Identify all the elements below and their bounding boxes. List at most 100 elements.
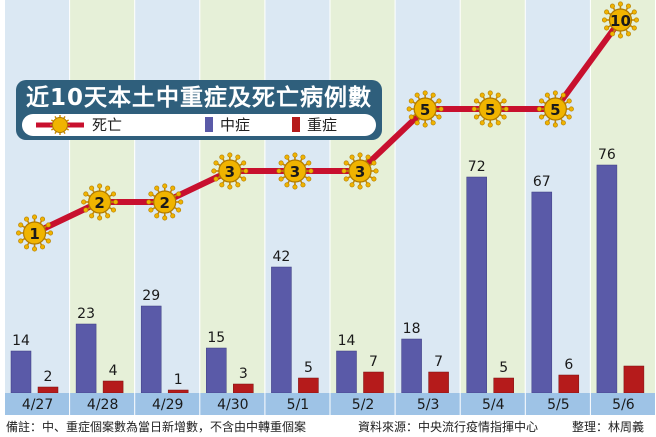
bar-moderate-value-label: 14 bbox=[338, 333, 356, 349]
virus-spike-tip bbox=[609, 31, 615, 37]
virus-spike-tip bbox=[414, 120, 420, 126]
x-axis-cell bbox=[460, 393, 525, 415]
bar-severe bbox=[493, 377, 514, 394]
bar-moderate bbox=[271, 266, 292, 394]
legend-label-severe: 重症 bbox=[307, 116, 338, 134]
bar-severe bbox=[37, 386, 59, 394]
virus-spike-tip bbox=[32, 214, 38, 220]
virus-spike-tip bbox=[552, 90, 558, 96]
virus-spike-tip bbox=[341, 168, 347, 174]
bar-moderate bbox=[336, 350, 357, 394]
virus-spike-tip bbox=[487, 122, 493, 128]
virus-spike-tip bbox=[601, 17, 607, 23]
virus-spike-tip bbox=[300, 154, 306, 160]
bar-moderate-value-label: 23 bbox=[77, 306, 95, 322]
virus-spike-tip bbox=[349, 182, 355, 188]
x-tick-label: 5/6 bbox=[612, 397, 635, 413]
virus-spike-tip bbox=[436, 98, 442, 104]
virus-spike-tip bbox=[306, 160, 312, 166]
coronavirus-icon: 3 bbox=[211, 152, 249, 190]
virus-spike-tip bbox=[430, 92, 436, 98]
bar-severe-value-label: 2 bbox=[44, 369, 53, 385]
virus-spike-tip bbox=[408, 114, 414, 120]
bar-severe bbox=[428, 371, 449, 394]
virus-spike-tip bbox=[349, 154, 355, 160]
virus-spike-tip bbox=[566, 98, 572, 104]
coronavirus-icon: 2 bbox=[81, 183, 119, 221]
death-value-label: 3 bbox=[225, 163, 235, 181]
coronavirus-icon: 3 bbox=[341, 152, 379, 190]
column-background bbox=[330, 0, 395, 393]
virus-spike-tip bbox=[357, 184, 363, 190]
virus-spike-tip bbox=[560, 120, 566, 126]
virus-spike-tip bbox=[343, 176, 349, 182]
virus-spike-tip bbox=[105, 185, 111, 191]
x-tick-label: 5/3 bbox=[417, 397, 440, 413]
virus-spike-tip bbox=[300, 182, 306, 188]
virus-spike-tip bbox=[211, 168, 217, 174]
x-axis-cell bbox=[265, 393, 330, 415]
column-backgrounds bbox=[5, 0, 656, 393]
bar-moderate-value-label: 67 bbox=[533, 174, 551, 190]
bar-moderate-value-label: 72 bbox=[468, 159, 486, 175]
virus-spike-tip bbox=[24, 244, 30, 250]
virus-spike-tip bbox=[97, 183, 103, 189]
virus-spike-tip bbox=[170, 185, 176, 191]
virus-spike-tip bbox=[243, 168, 249, 174]
virus-spike-tip bbox=[18, 222, 24, 228]
x-axis-cell bbox=[590, 393, 655, 415]
virus-spike-tip bbox=[631, 25, 637, 31]
virus-spike-tip bbox=[178, 199, 184, 205]
bar-moderate-value-label: 76 bbox=[598, 147, 616, 163]
virus-spike-tip bbox=[552, 122, 558, 128]
bar-moderate bbox=[531, 191, 553, 394]
x-axis-cell bbox=[330, 393, 395, 415]
virus-spike-tip bbox=[176, 207, 182, 213]
x-axis-cell bbox=[200, 393, 265, 415]
death-value-label: 3 bbox=[355, 163, 365, 181]
title-box: 近10天本土中重症及死亡病例數 死亡 中症 重症 bbox=[16, 80, 382, 140]
x-tick-label: 4/28 bbox=[87, 397, 118, 413]
bar-severe-value-label: 3 bbox=[239, 366, 248, 382]
virus-spike-tip bbox=[235, 154, 241, 160]
virus-spike-tip bbox=[609, 3, 615, 9]
virus-body bbox=[22, 221, 47, 245]
virus-spike-tip bbox=[436, 114, 442, 120]
virus-spike-tip bbox=[479, 120, 485, 126]
virus-spike-tip bbox=[292, 184, 298, 190]
bar-moderate-value-label: 14 bbox=[12, 333, 30, 349]
death-value-label: 5 bbox=[420, 101, 430, 119]
bar-moderate bbox=[140, 305, 162, 394]
virus-spike-tip bbox=[278, 160, 284, 166]
legend-panel: 死亡 中症 重症 bbox=[22, 114, 376, 136]
virus-body bbox=[478, 97, 502, 121]
virus-spike-tip bbox=[154, 185, 160, 191]
virus-spike-tip bbox=[219, 182, 225, 188]
virus-spike-tip bbox=[48, 230, 54, 236]
virus-spike-tip bbox=[503, 106, 509, 112]
virus-spike-tip bbox=[604, 25, 610, 31]
x-tick-label: 4/29 bbox=[152, 397, 183, 413]
virus-spike-tip bbox=[170, 213, 176, 219]
virus-spike-tip bbox=[538, 114, 544, 120]
virus-spike-tip bbox=[625, 3, 631, 9]
virus-spike-tip bbox=[213, 176, 219, 182]
death-value-label: 5 bbox=[485, 101, 495, 119]
virus-spike-tip bbox=[213, 160, 219, 166]
virus-spike-tip bbox=[633, 17, 639, 23]
column-background bbox=[200, 0, 265, 393]
bar-severe-value-label: 5 bbox=[499, 360, 508, 376]
virus-spike-tip bbox=[422, 122, 428, 128]
virus-spike-tip bbox=[97, 215, 103, 221]
virus-spike-tip bbox=[625, 31, 631, 37]
death-value-label: 10 bbox=[610, 12, 631, 30]
virus-spike-tip bbox=[241, 176, 247, 182]
virus-spike-tip bbox=[111, 207, 117, 213]
virus-spike-tip bbox=[495, 120, 501, 126]
virus-spike-tip bbox=[81, 199, 87, 205]
virus-spike-tip bbox=[111, 191, 117, 197]
death-value-label: 3 bbox=[290, 163, 300, 181]
death-line-series: 1 2 2 3 3 3 5 5 5 10 bbox=[16, 1, 639, 252]
